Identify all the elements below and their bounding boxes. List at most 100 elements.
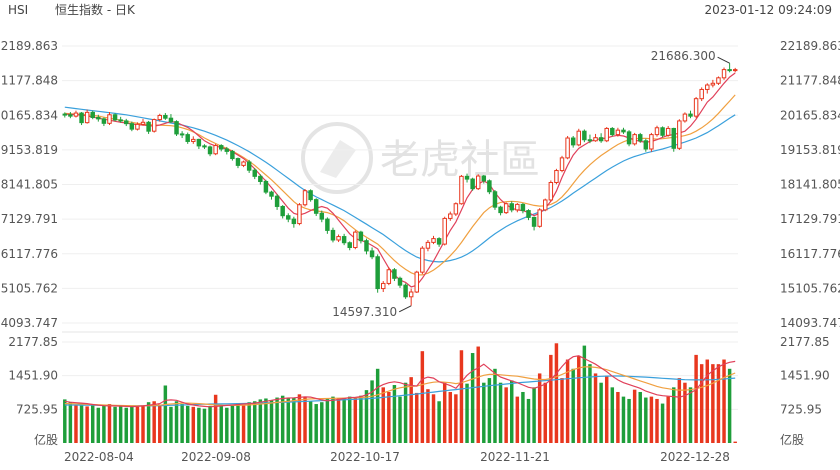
volume-bars xyxy=(63,343,737,443)
candle-body xyxy=(554,170,559,184)
volume-tick-left: 2177.85 xyxy=(8,335,58,349)
candle-body xyxy=(168,117,174,123)
volume-bar xyxy=(381,387,385,443)
volume-bar xyxy=(392,385,397,443)
candle-body xyxy=(202,145,207,148)
candle-body xyxy=(124,120,129,125)
volume-bar xyxy=(554,343,559,443)
volume-bar xyxy=(510,380,514,443)
candle-body xyxy=(286,215,291,220)
candle-body xyxy=(649,134,654,150)
candle-body xyxy=(487,180,492,193)
candle-body xyxy=(448,213,453,219)
volume-bar xyxy=(493,368,497,443)
candle-body xyxy=(682,113,688,122)
candle-body xyxy=(207,146,213,155)
volume-axis-right: 2177.85 1451.90 725.95 亿股 xyxy=(780,335,830,447)
candle-body xyxy=(699,88,704,100)
volume-tick-left: 725.95 xyxy=(16,402,58,416)
candle-body xyxy=(598,137,604,142)
low-pointer xyxy=(398,305,412,313)
candle-body xyxy=(392,269,397,279)
volume-bar xyxy=(236,403,240,443)
volume-bar xyxy=(599,382,603,443)
volume-bar xyxy=(699,364,704,443)
volume-bar xyxy=(225,407,229,443)
volume-bar xyxy=(482,382,486,443)
candle-body xyxy=(241,161,246,166)
price-axis-right: 22189.863 21177.848 20165.834 19153.819 1814… xyxy=(780,39,840,330)
candles xyxy=(62,63,738,306)
volume-bar xyxy=(269,400,274,443)
volume-tick-right: 1451.90 xyxy=(780,369,830,383)
volume-bar xyxy=(96,407,101,443)
candle-body xyxy=(492,191,498,208)
volume-bar xyxy=(331,396,335,443)
price-tick-right: 21177.848 xyxy=(780,74,840,88)
candle-body xyxy=(196,138,202,147)
volume-bar xyxy=(448,391,453,443)
candle-body xyxy=(375,256,380,290)
volume-bar xyxy=(437,401,441,443)
candle-body xyxy=(218,145,224,150)
candle-body xyxy=(107,114,112,124)
price-tick-right: 19153.819 xyxy=(780,143,840,157)
candle-body xyxy=(191,138,196,142)
candle-body xyxy=(425,241,431,249)
volume-bar xyxy=(202,408,207,443)
volume-bar xyxy=(588,364,592,443)
volume-bar xyxy=(716,364,721,443)
candle-body xyxy=(364,240,369,252)
volume-bar xyxy=(241,404,246,443)
candle-body xyxy=(112,114,118,121)
watermark-text: 老虎社區 xyxy=(380,137,540,183)
volume-bar xyxy=(359,395,363,443)
candle-body xyxy=(330,229,336,241)
volume-bar xyxy=(174,401,179,443)
candle-body xyxy=(291,218,297,225)
candle-body xyxy=(621,129,626,133)
volume-bar xyxy=(660,403,665,443)
volume-bar xyxy=(727,368,732,443)
candle-body xyxy=(688,113,693,117)
candle-body xyxy=(230,150,235,160)
date-tick: 2022-09-08 xyxy=(181,450,251,464)
volume-tick-right: 2177.85 xyxy=(780,335,830,349)
price-tick-left: 15105.762 xyxy=(0,281,58,295)
candle-body xyxy=(179,133,185,136)
date-tick: 2022-11-21 xyxy=(480,450,550,464)
grid xyxy=(62,45,738,410)
volume-bar xyxy=(465,383,469,443)
volume-bar xyxy=(487,378,492,443)
candle-body xyxy=(531,216,537,227)
volume-bar xyxy=(722,359,726,443)
volume-axis-left: 2177.85 1451.90 725.95 亿股 xyxy=(8,335,58,447)
volume-bar xyxy=(521,391,525,443)
candle-body xyxy=(593,137,598,142)
volume-bar xyxy=(537,373,542,443)
symbol-label: HSI xyxy=(8,3,28,17)
volume-bar xyxy=(459,350,464,443)
volume-bar xyxy=(711,364,715,443)
volume-bar xyxy=(286,398,290,443)
annotations: 21686.300 14597.310 xyxy=(332,49,730,319)
candle-body xyxy=(151,119,157,132)
price-tick-left: 19153.819 xyxy=(0,143,58,157)
candle-body xyxy=(369,250,375,258)
volume-bar xyxy=(63,399,67,443)
candle-body xyxy=(73,112,79,117)
volume-bar xyxy=(314,404,318,443)
candle-body xyxy=(677,120,682,149)
candle-body xyxy=(576,130,582,146)
candle-body xyxy=(632,134,637,145)
volume-tick-left: 1451.90 xyxy=(8,369,58,383)
volume-bar xyxy=(197,407,201,443)
candle-body xyxy=(258,175,263,182)
volume-bar xyxy=(79,403,84,443)
price-tick-right: 22189.863 xyxy=(780,39,840,53)
candle-body xyxy=(732,69,738,72)
volume-bar xyxy=(253,401,257,443)
candle-body xyxy=(431,238,436,243)
price-axis-left: 22189.863 21177.848 20165.834 19153.819 1814… xyxy=(0,39,58,330)
